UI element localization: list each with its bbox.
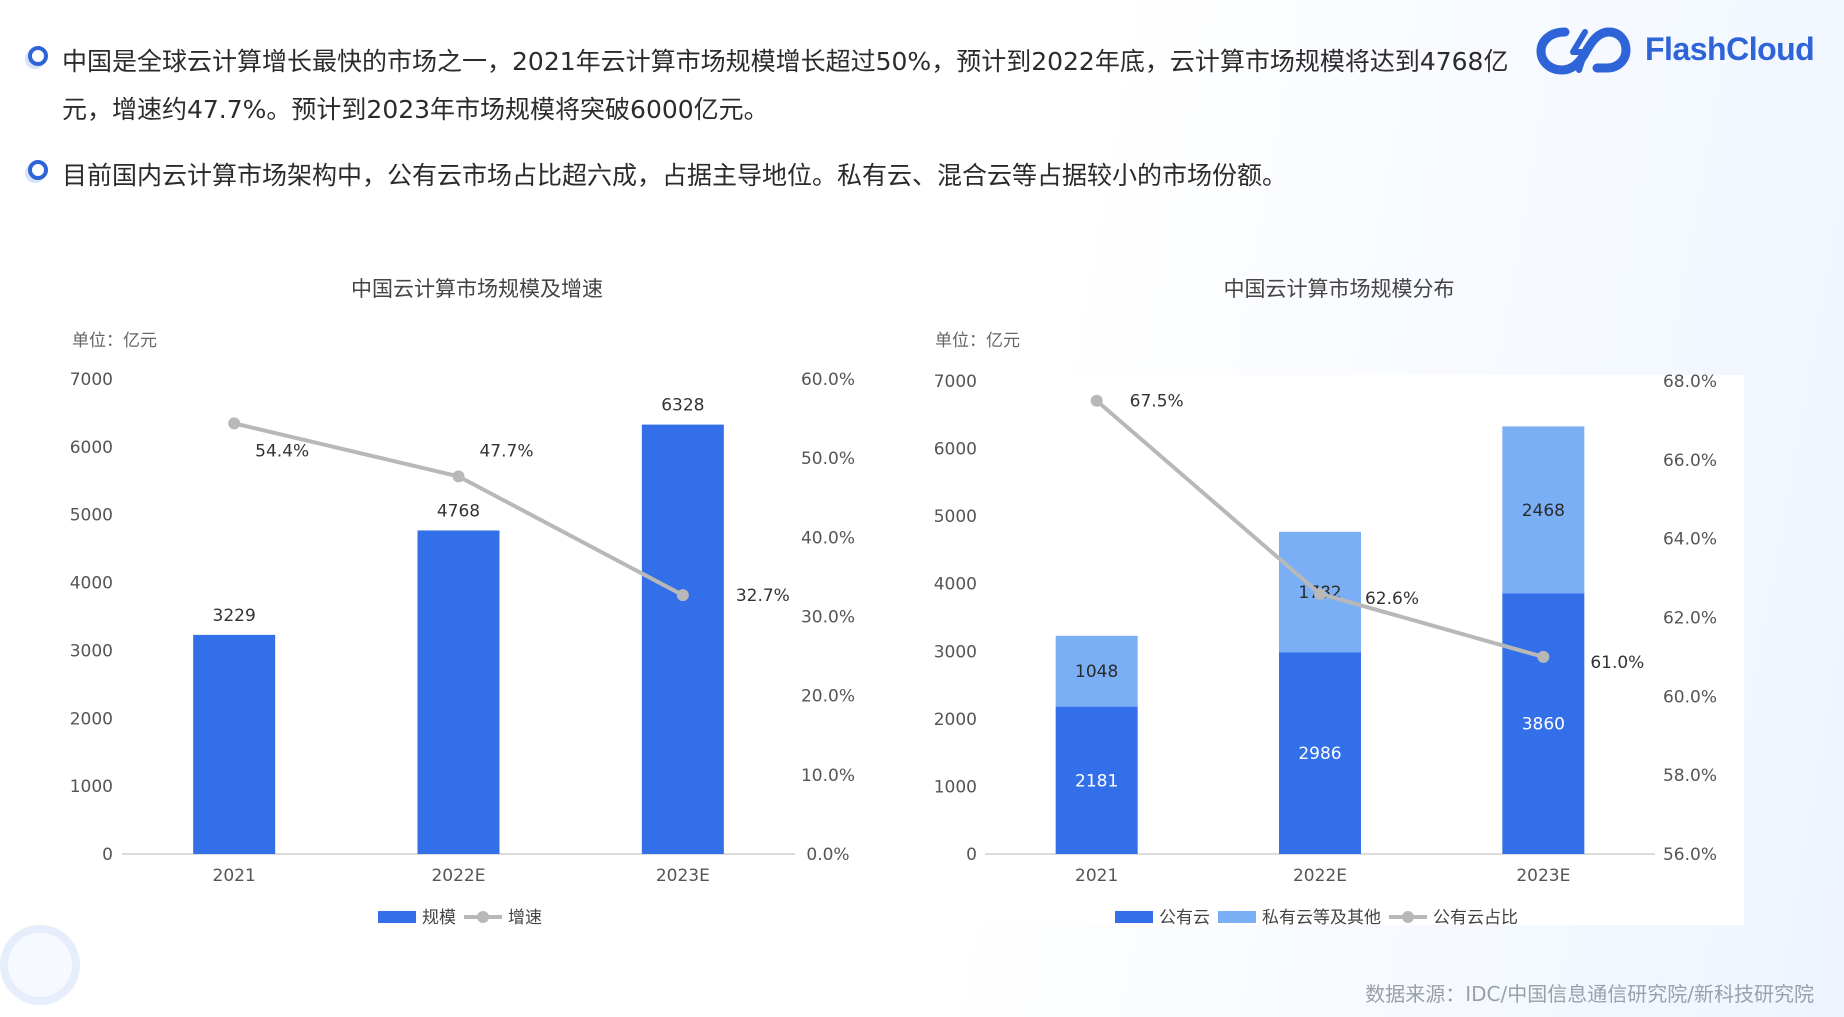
bar bbox=[641, 424, 724, 854]
y-tick-label: 1000 bbox=[70, 777, 113, 797]
legend-label: 私有云等及其他 bbox=[1262, 908, 1381, 928]
legend-label: 公有云占比 bbox=[1433, 908, 1518, 928]
bullet-point-1: 中国是全球云计算增长最快的市场之一，2021年云计算市场规模增长超过50%，预计… bbox=[28, 38, 1532, 134]
data-source-note: 数据来源：IDC/中国信息通信研究院/新科技研究院 bbox=[1365, 982, 1814, 1006]
chart-title: 中国云计算市场规模分布 bbox=[1224, 277, 1455, 301]
y-tick-label: 2000 bbox=[70, 709, 113, 729]
bar-value-label: 1048 bbox=[1075, 662, 1118, 682]
bar-value-label: 3229 bbox=[213, 606, 256, 626]
bar-segment bbox=[1279, 652, 1361, 854]
bar-segment bbox=[1055, 706, 1138, 854]
y2-tick-label: 20.0% bbox=[801, 687, 855, 707]
y-tick-label: 0 bbox=[966, 845, 977, 865]
y2-tick-label: 40.0% bbox=[801, 528, 855, 548]
line-point bbox=[1537, 650, 1550, 663]
line-value-label: 67.5% bbox=[1130, 392, 1184, 412]
bar-value-label: 3860 bbox=[1522, 715, 1565, 735]
bar-segment bbox=[1502, 426, 1585, 594]
line-value-label: 61.0% bbox=[1590, 653, 1644, 673]
line-value-label: 62.6% bbox=[1365, 589, 1419, 609]
bar-value-label: 6328 bbox=[661, 396, 704, 416]
y2-tick-label: 56.0% bbox=[1663, 845, 1717, 865]
line-point bbox=[676, 589, 689, 602]
bar-value-label: 2468 bbox=[1522, 501, 1565, 521]
flashcloud-logo-icon bbox=[1536, 27, 1631, 75]
bar-value-label: 2181 bbox=[1075, 771, 1118, 791]
unit-label: 单位：亿元 bbox=[72, 331, 157, 351]
x-tick-label: 2023E bbox=[1516, 866, 1570, 886]
y-tick-label: 4000 bbox=[70, 574, 113, 594]
line-point bbox=[452, 470, 465, 483]
y2-tick-label: 64.0% bbox=[1663, 530, 1717, 550]
y-tick-label: 4000 bbox=[934, 575, 977, 595]
y2-tick-label: 10.0% bbox=[801, 766, 855, 786]
legend-label: 规模 bbox=[422, 908, 456, 928]
legend-swatch bbox=[1115, 911, 1153, 923]
y-tick-label: 1000 bbox=[934, 777, 977, 797]
legend-swatch-point bbox=[1402, 911, 1414, 923]
y-tick-label: 2000 bbox=[934, 710, 977, 730]
line-value-label: 54.4% bbox=[255, 441, 309, 461]
y2-tick-label: 60.0% bbox=[1663, 687, 1717, 707]
line-value-label: 32.7% bbox=[736, 586, 790, 606]
y2-tick-label: 66.0% bbox=[1663, 451, 1717, 471]
bullet-text: 目前国内云计算市场架构中，公有云市场占比超六成，占据主导地位。私有云、混合云等占… bbox=[62, 161, 1288, 190]
x-tick-label: 2022E bbox=[1293, 866, 1347, 886]
line-point bbox=[1314, 587, 1326, 600]
legend-swatch-point bbox=[477, 911, 489, 923]
line-point bbox=[228, 417, 241, 430]
y2-tick-label: 68.0% bbox=[1663, 372, 1717, 392]
decorative-ring bbox=[0, 925, 80, 1005]
y2-tick-label: 0.0% bbox=[806, 845, 849, 865]
bar bbox=[417, 530, 500, 854]
bar-value-label: 4768 bbox=[437, 501, 480, 521]
y-tick-label: 3000 bbox=[934, 642, 977, 662]
x-tick-label: 2021 bbox=[213, 866, 256, 886]
bullet-text: 中国是全球云计算增长最快的市场之一，2021年云计算市场规模增长超过50%，预计… bbox=[62, 47, 1509, 124]
chart-title: 中国云计算市场规模及增速 bbox=[351, 277, 603, 301]
y2-tick-label: 62.0% bbox=[1663, 609, 1717, 629]
y-tick-label: 6000 bbox=[934, 440, 977, 460]
bar bbox=[193, 634, 276, 854]
line-value-label: 47.7% bbox=[479, 441, 533, 461]
y-tick-label: 5000 bbox=[70, 506, 113, 526]
y-tick-label: 3000 bbox=[70, 641, 113, 661]
bullet-circle-icon bbox=[28, 46, 48, 66]
y-tick-label: 6000 bbox=[70, 438, 113, 458]
y-tick-label: 0 bbox=[102, 845, 113, 865]
bar-segment bbox=[1502, 593, 1585, 854]
y2-tick-label: 50.0% bbox=[801, 449, 855, 469]
y-tick-label: 5000 bbox=[934, 507, 977, 527]
bar-segment bbox=[1055, 635, 1138, 707]
y2-tick-label: 30.0% bbox=[801, 608, 855, 628]
flashcloud-logo: FlashCloud bbox=[1535, 18, 1815, 80]
x-tick-label: 2023E bbox=[656, 866, 710, 886]
legend-label: 公有云 bbox=[1159, 908, 1210, 928]
x-tick-label: 2022E bbox=[431, 866, 485, 886]
bullet-circle-icon bbox=[28, 160, 48, 180]
bar-value-label: 2986 bbox=[1298, 744, 1341, 764]
y2-tick-label: 60.0% bbox=[801, 370, 855, 390]
y-tick-label: 7000 bbox=[934, 372, 977, 392]
legend-label: 增速 bbox=[508, 908, 542, 928]
line-point bbox=[1090, 394, 1103, 407]
legend-swatch bbox=[378, 911, 416, 923]
bullet-point-2: 目前国内云计算市场架构中，公有云市场占比超六成，占据主导地位。私有云、混合云等占… bbox=[28, 152, 1532, 200]
logo-wordmark: FlashCloud bbox=[1645, 30, 1815, 67]
y-tick-label: 7000 bbox=[70, 370, 113, 390]
x-tick-label: 2021 bbox=[1075, 866, 1118, 886]
y2-tick-label: 58.0% bbox=[1663, 766, 1717, 786]
unit-label: 单位：亿元 bbox=[935, 331, 1020, 351]
legend-swatch bbox=[1218, 911, 1256, 923]
